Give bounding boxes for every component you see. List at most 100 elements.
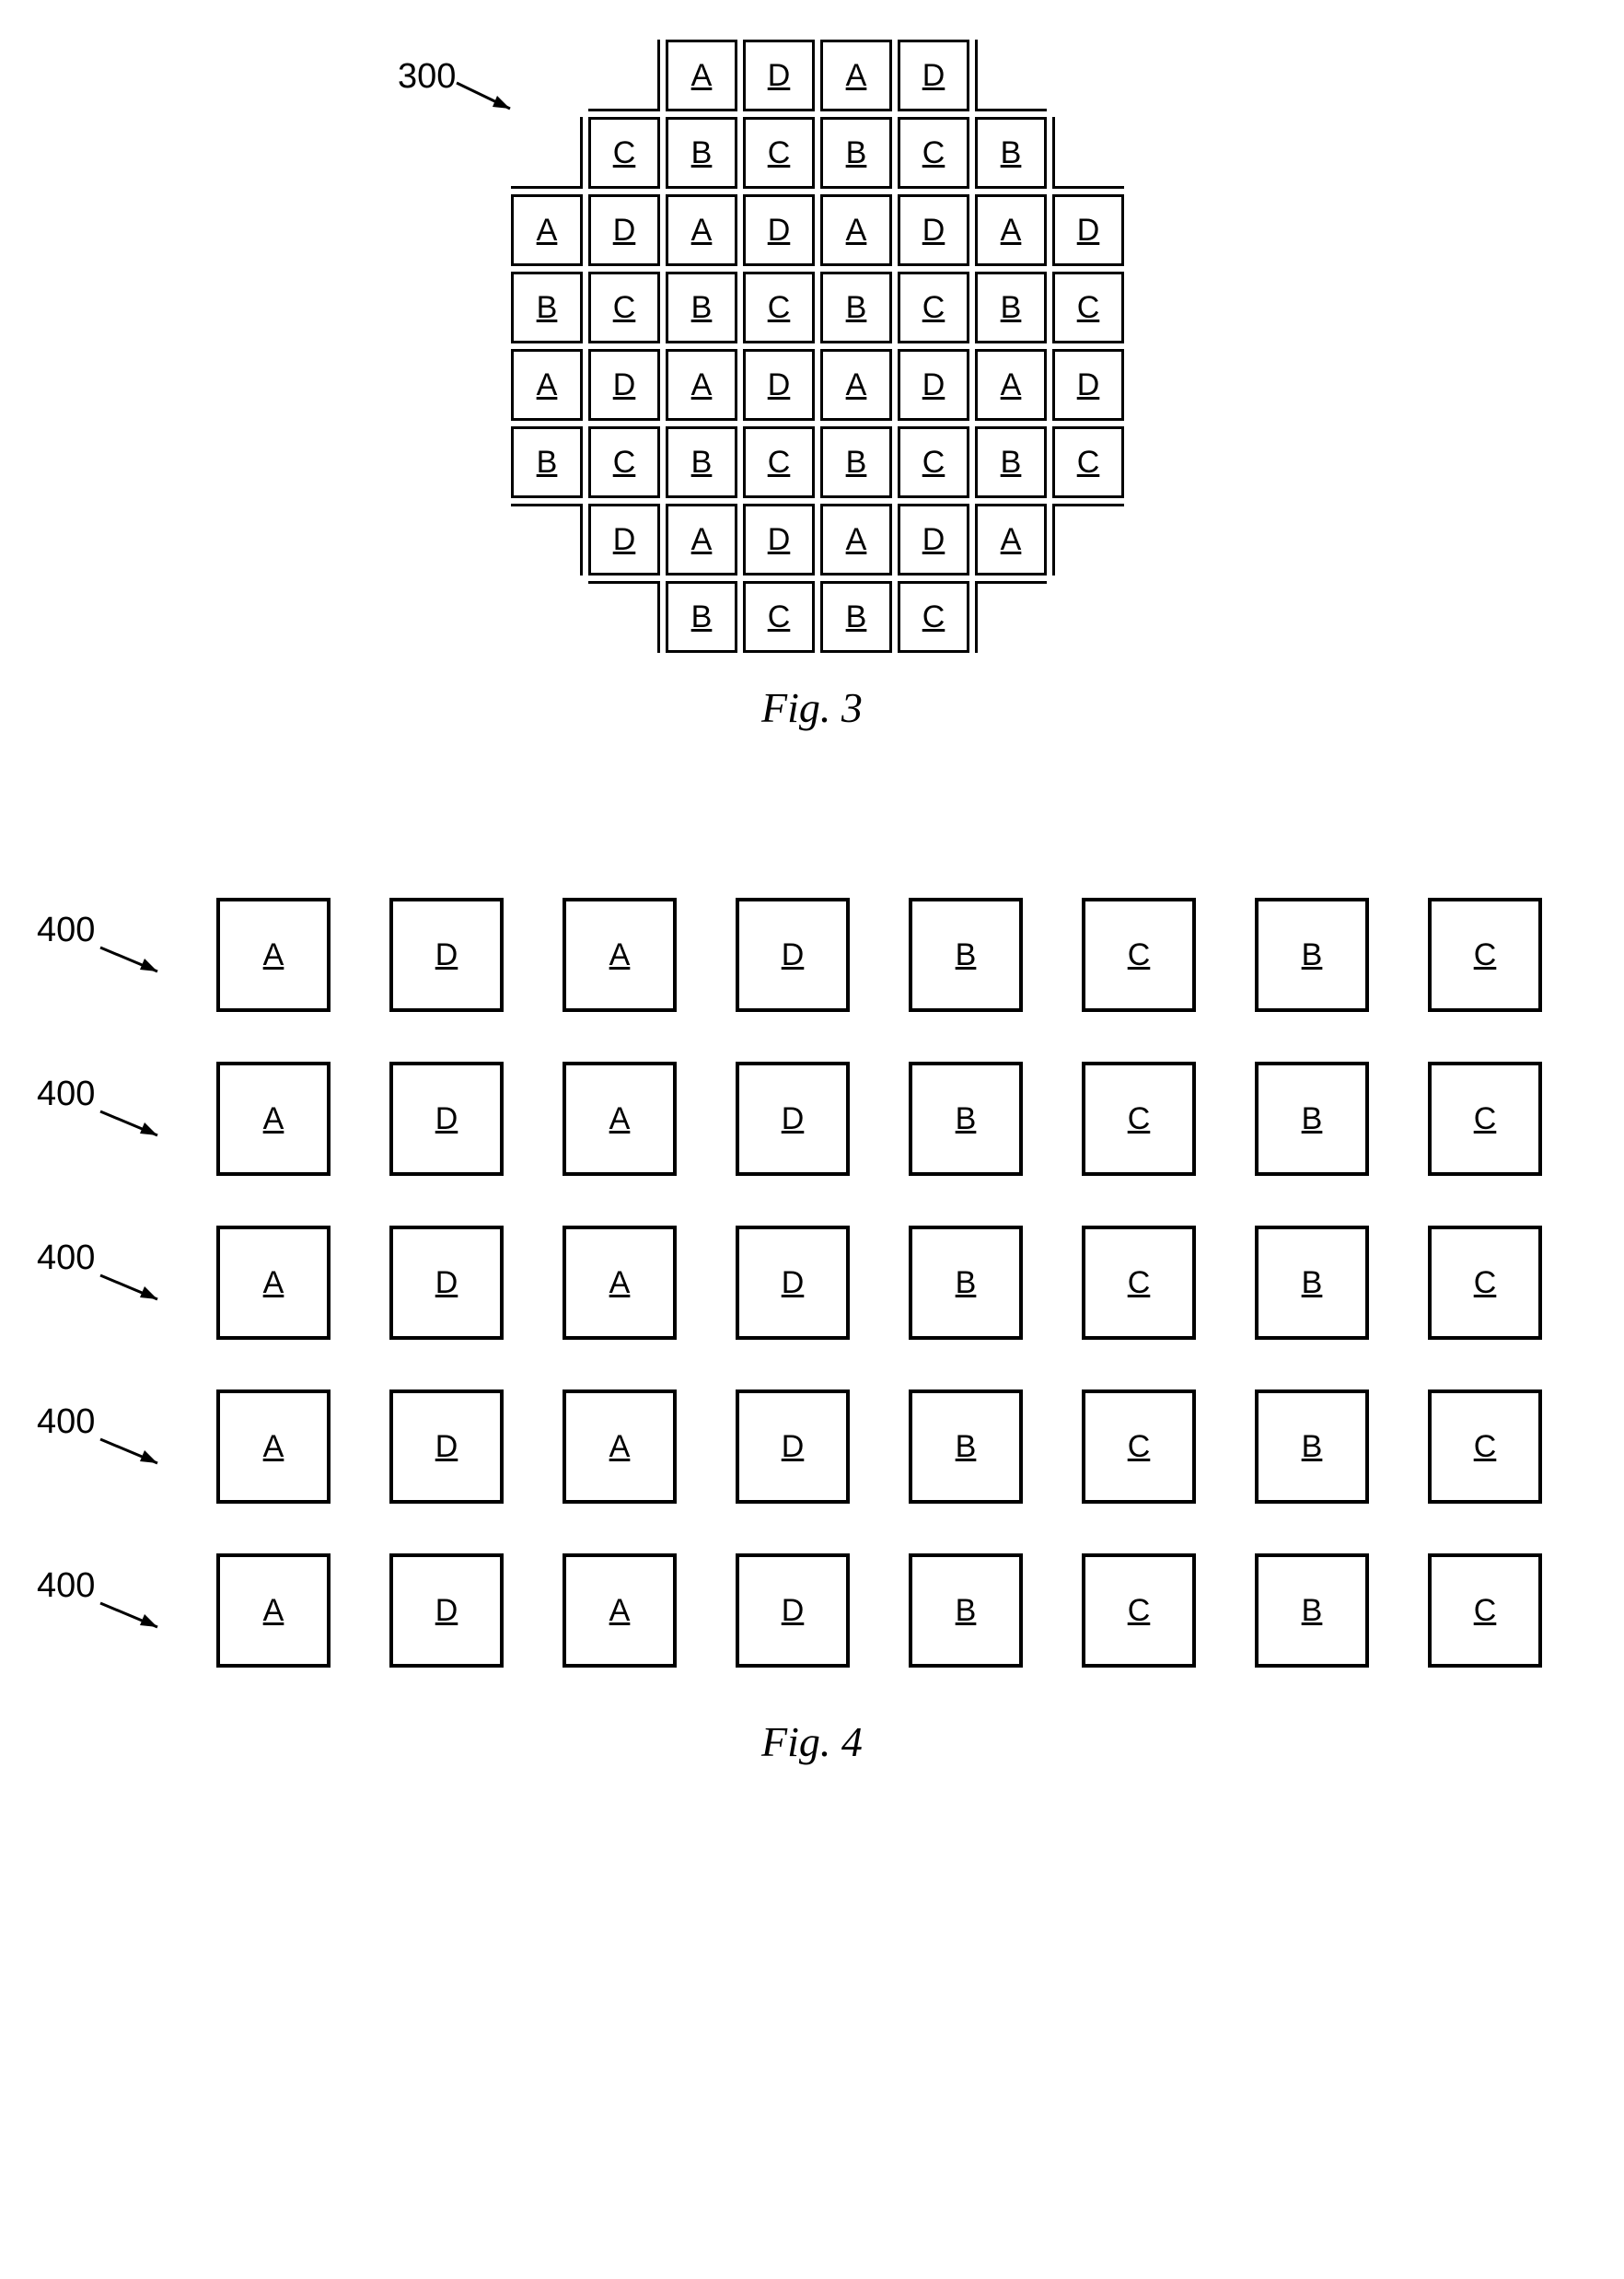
die-row-ref-label: 400 [37, 1402, 95, 1442]
wafer-cell-label: C [768, 599, 791, 635]
wafer-cell: B [975, 272, 1047, 343]
die-row-arrow-icon [97, 942, 174, 979]
wafer-cell-label: D [922, 367, 945, 403]
wafer-cell: D [898, 504, 969, 576]
wafer-cell: D [1052, 194, 1124, 266]
die-cell-label: D [435, 1265, 458, 1301]
wafer-cell [511, 581, 583, 653]
die-cell: A [563, 1062, 677, 1176]
wafer-cell: C [743, 426, 815, 498]
die-cell-label: C [1128, 1101, 1151, 1137]
wafer-cell: C [1052, 272, 1124, 343]
die-row-ref-label: 400 [37, 1566, 95, 1606]
wafer-cell-label: B [691, 290, 713, 326]
wafer-cell: B [820, 272, 892, 343]
die-cell: C [1428, 898, 1542, 1012]
wafer-cell: B [820, 581, 892, 653]
die-cell: C [1082, 1389, 1196, 1504]
die-cell: A [563, 1226, 677, 1340]
die-cell-label: A [609, 1429, 631, 1465]
die-cell-label: D [435, 1429, 458, 1465]
die-cell: C [1428, 1553, 1542, 1668]
die-cell-label: C [1474, 1429, 1497, 1465]
die-cell: D [736, 1389, 850, 1504]
wafer-cell-label: B [846, 290, 867, 326]
die-cell: D [736, 1553, 850, 1668]
die-cell-label: B [1302, 1101, 1323, 1137]
wafer-cell-label: C [1077, 445, 1100, 481]
die-cell-label: D [435, 1101, 458, 1137]
wafer-cell: C [898, 581, 969, 653]
die-cell-label: B [956, 937, 977, 973]
wafer-cell [588, 581, 660, 653]
wafer-cell-label: B [1001, 135, 1022, 171]
wafer-cell: B [820, 426, 892, 498]
wafer-cell: D [743, 504, 815, 576]
die-cell: C [1082, 898, 1196, 1012]
wafer-cell-label: A [1001, 213, 1022, 249]
wafer-cell [511, 504, 583, 576]
wafer-cell-label: C [613, 135, 636, 171]
die-cell: C [1428, 1389, 1542, 1504]
wafer-cell [975, 581, 1047, 653]
wafer-cell: B [511, 272, 583, 343]
wafer-cell-label: B [537, 290, 558, 326]
die-cell-label: A [263, 1265, 284, 1301]
die-row-ref-label: 400 [37, 911, 95, 950]
wafer-cell-label: D [922, 522, 945, 558]
die-cell: A [216, 1062, 331, 1176]
die-row: 400ADADBCBC [216, 898, 1587, 1012]
wafer-cell [1052, 40, 1124, 111]
figure-3-caption: Fig. 3 [398, 683, 1226, 732]
die-cell-label: A [609, 1593, 631, 1629]
wafer-cell: D [898, 40, 969, 111]
wafer-cell-label: D [922, 213, 945, 249]
wafer-cell-label: B [846, 445, 867, 481]
figure-3: 300 ADADCBCBCBADADADADBCBCBCBCADADADADBC… [398, 37, 1226, 732]
wafer-grid: ADADCBCBCBADADADADBCBCBCBCADADADADBCBCBC… [508, 37, 1226, 656]
wafer-cell: C [588, 117, 660, 189]
die-cell: A [563, 898, 677, 1012]
wafer-cell: C [588, 272, 660, 343]
die-cell-label: C [1474, 937, 1497, 973]
die-cell-label: D [782, 1265, 805, 1301]
wafer-cell: B [666, 426, 737, 498]
wafer-cell-label: C [922, 445, 945, 481]
die-row: 400ADADBCBC [216, 1226, 1587, 1340]
die-cell-label: B [956, 1429, 977, 1465]
die-cell: B [1255, 1062, 1369, 1176]
wafer-cell: B [511, 426, 583, 498]
wafer-cell-label: B [537, 445, 558, 481]
die-rows: 400ADADBCBC400ADADBCBC400ADADBCBC400ADAD… [216, 898, 1587, 1668]
wafer-cell-label: D [613, 213, 636, 249]
wafer-cell-label: B [1001, 445, 1022, 481]
die-cell-label: B [1302, 937, 1323, 973]
wafer-cell: D [743, 40, 815, 111]
die-cell-label: A [609, 1265, 631, 1301]
wafer-cell: C [743, 117, 815, 189]
wafer-cell-label: B [846, 135, 867, 171]
wafer-cell-label: B [1001, 290, 1022, 326]
die-cell-label: A [609, 1101, 631, 1137]
figure-4: 400 A D A D B C B C 400 A D A D B C B C 400 A D A D B C B C 400 A D A D… [37, 898, 1587, 1766]
wafer-cell-label: A [846, 522, 867, 558]
die-row-ref-label: 400 [37, 1075, 95, 1114]
die-cell-label: C [1128, 1429, 1151, 1465]
die-cell-label: B [1302, 1429, 1323, 1465]
wafer-cell: D [898, 194, 969, 266]
wafer-cell: A [820, 194, 892, 266]
die-cell: B [1255, 1226, 1369, 1340]
die-row-arrow-icon [97, 1598, 174, 1634]
wafer-cell-label: A [691, 213, 713, 249]
die-cell-label: D [782, 937, 805, 973]
die-cell: B [1255, 1389, 1369, 1504]
die-cell: A [216, 1389, 331, 1504]
wafer-cell-label: C [613, 290, 636, 326]
wafer-cell-label: A [691, 522, 713, 558]
wafer-cell: C [898, 272, 969, 343]
wafer-cell-label: C [922, 290, 945, 326]
die-cell-label: D [435, 1593, 458, 1629]
die-row: 400ADADBCBC [216, 1553, 1587, 1668]
die-cell-label: C [1474, 1101, 1497, 1137]
die-cell: D [736, 1226, 850, 1340]
